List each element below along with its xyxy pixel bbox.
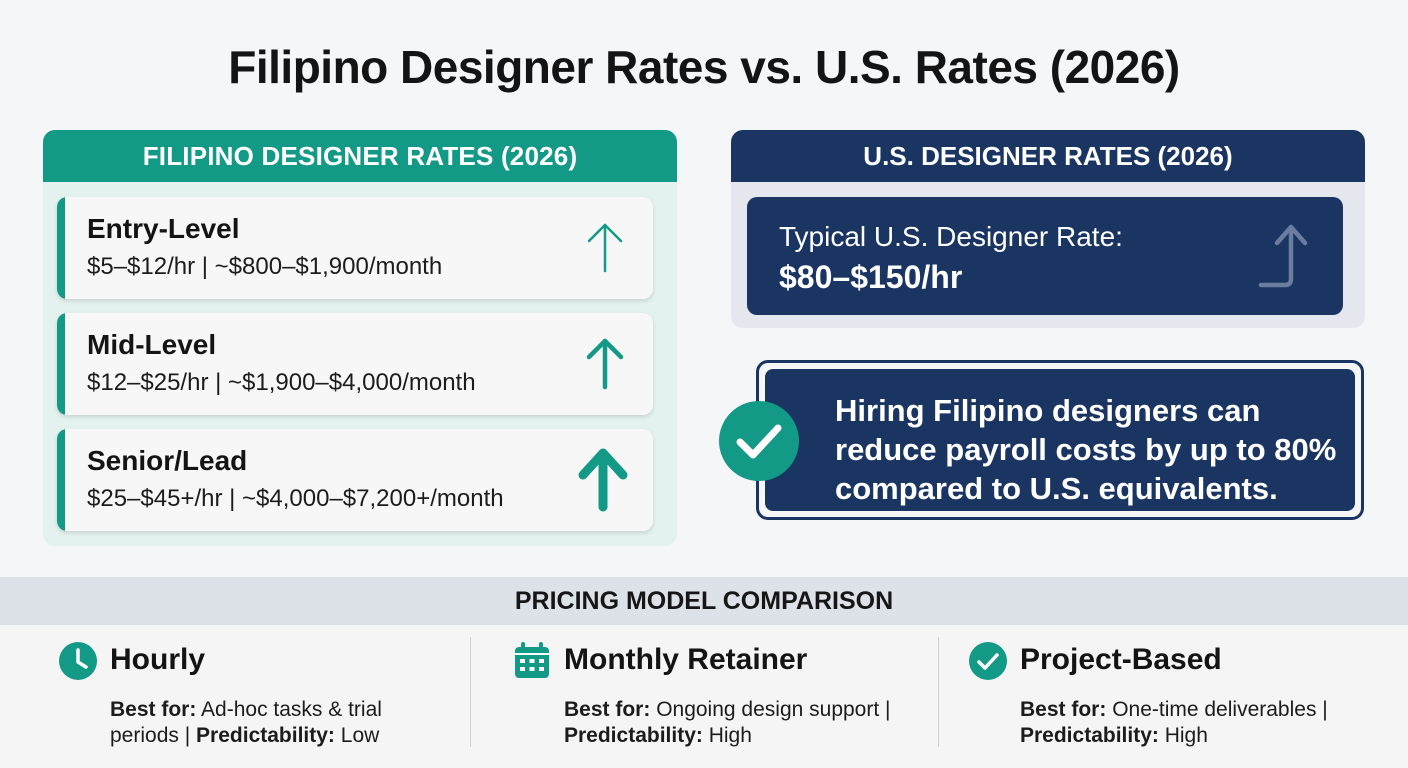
pricing-comparison-header: PRICING MODEL COMPARISON bbox=[0, 577, 1408, 625]
best-for-label: Best for: bbox=[1020, 698, 1107, 721]
us-rates-panel: U.S. DESIGNER RATES (2026) Typical U.S. … bbox=[731, 130, 1365, 328]
column-divider bbox=[938, 637, 939, 747]
tier-name: Mid-Level bbox=[87, 329, 217, 360]
us-rate-card: Typical U.S. Designer Rate: $80–$150/hr bbox=[747, 197, 1343, 315]
clock-icon bbox=[59, 642, 97, 680]
tier-card-entry-level: Entry-Level $5–$12/hr | ~$800–$1,900/mon… bbox=[57, 197, 653, 299]
predictability-value: High bbox=[1164, 724, 1208, 747]
tier-card-senior-lead: Senior/Lead $25–$45+/hr | ~$4,000–$7,200… bbox=[57, 429, 653, 531]
pricing-model-name: Hourly bbox=[110, 643, 206, 676]
us-rates-header: U.S. DESIGNER RATES (2026) bbox=[731, 130, 1365, 182]
tier-rate: $12–$25/hr | ~$1,900–$4,000/month bbox=[87, 369, 476, 396]
column-divider bbox=[470, 637, 471, 747]
arrow-up-icon bbox=[587, 223, 623, 273]
best-for-value: Ad-hoc tasks & trial periods bbox=[110, 698, 382, 747]
check-circle-icon bbox=[969, 642, 1007, 680]
pricing-model-name: Monthly Retainer bbox=[564, 643, 808, 676]
separator: | bbox=[1322, 698, 1328, 721]
filipino-rates-header: FILIPINO DESIGNER RATES (2026) bbox=[43, 130, 677, 182]
predictability-label: Predictability: bbox=[196, 724, 335, 747]
tier-card-mid-level: Mid-Level $12–$25/hr | ~$1,900–$4,000/mo… bbox=[57, 313, 653, 415]
tier-accent-bar bbox=[57, 313, 65, 415]
savings-text: Hiring Filipino designers can reduce pay… bbox=[835, 393, 1337, 506]
us-rate-value: $80–$150/hr bbox=[779, 259, 963, 295]
tier-rate: $5–$12/hr | ~$800–$1,900/month bbox=[87, 253, 443, 280]
best-for-label: Best for: bbox=[564, 698, 651, 721]
pricing-model-name: Project-Based bbox=[1020, 643, 1222, 676]
tier-accent-bar bbox=[57, 197, 65, 299]
us-rate-label: Typical U.S. Designer Rate: bbox=[779, 221, 1123, 252]
tier-name: Senior/Lead bbox=[87, 445, 248, 476]
separator: | bbox=[184, 724, 191, 747]
savings-callout-inner: Hiring Filipino designers can reduce pay… bbox=[765, 369, 1355, 511]
predictability-label: Predictability: bbox=[1020, 724, 1159, 747]
calendar-icon bbox=[515, 642, 549, 678]
predictability-value: High bbox=[708, 724, 752, 747]
arrow-up-icon bbox=[586, 338, 624, 390]
tier-accent-bar bbox=[57, 429, 65, 531]
predictability-value: Low bbox=[340, 724, 380, 747]
arrow-up-right-icon bbox=[1258, 224, 1308, 288]
best-for-label: Best for: bbox=[110, 698, 197, 721]
pricing-model-description: Best for: Ongoing design support | Predi… bbox=[564, 697, 924, 749]
check-circle-icon bbox=[719, 401, 799, 481]
pricing-model-description: Best for: Ad-hoc tasks & trial periods |… bbox=[110, 697, 420, 749]
savings-callout: Hiring Filipino designers can reduce pay… bbox=[756, 360, 1364, 520]
pricing-model-description: Best for: One-time deliverables | Predic… bbox=[1020, 697, 1380, 749]
tier-rate: $25–$45+/hr | ~$4,000–$7,200+/month bbox=[87, 485, 504, 512]
predictability-label: Predictability: bbox=[564, 724, 703, 747]
filipino-rates-panel: FILIPINO DESIGNER RATES (2026) Entry-Lev… bbox=[43, 130, 677, 546]
tier-name: Entry-Level bbox=[87, 213, 240, 244]
pricing-comparison-body: Hourly Best for: Ad-hoc tasks & trial pe… bbox=[0, 625, 1408, 768]
arrow-up-icon bbox=[578, 448, 628, 512]
best-for-value: Ongoing design support bbox=[656, 698, 880, 721]
best-for-value: One-time deliverables bbox=[1112, 698, 1317, 721]
separator: | bbox=[885, 698, 891, 721]
page-title: Filipino Designer Rates vs. U.S. Rates (… bbox=[228, 41, 1180, 93]
